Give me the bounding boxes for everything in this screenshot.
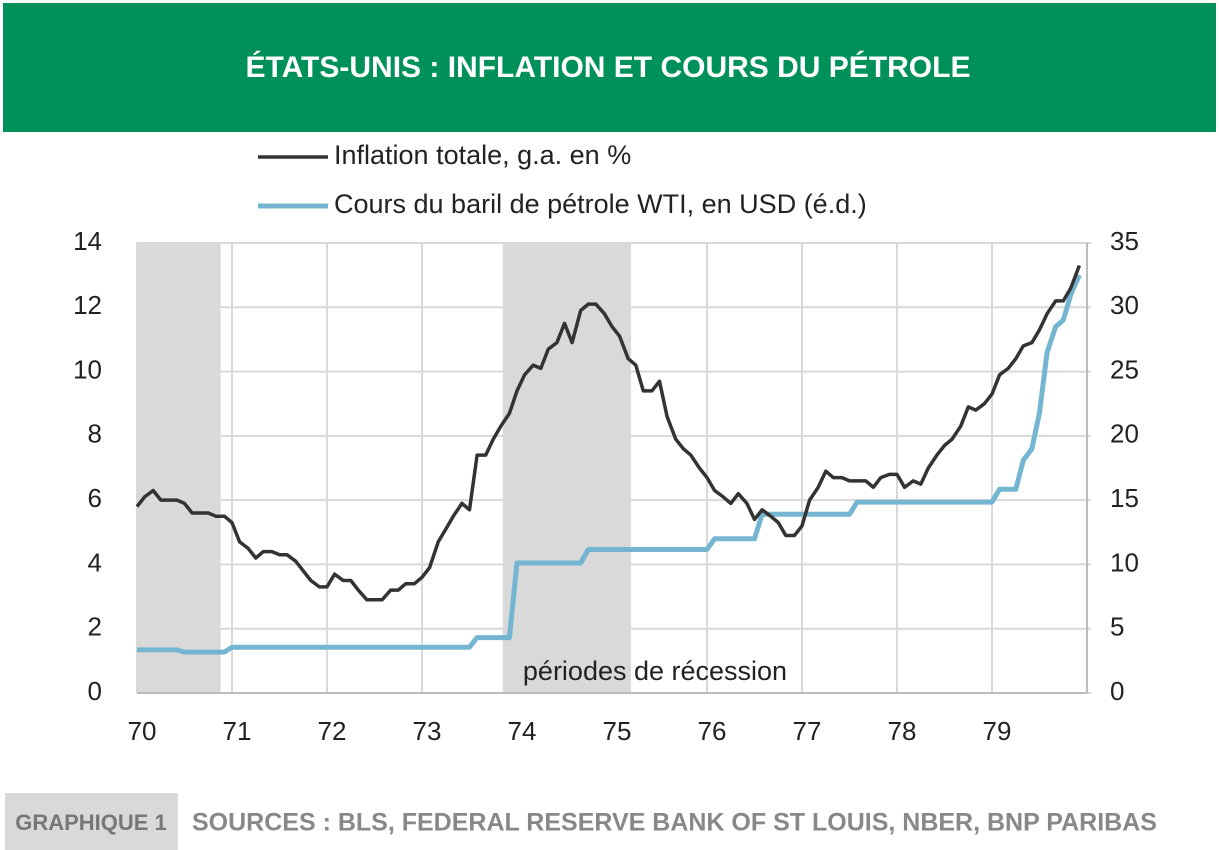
legend-label: Cours du baril de pétrole WTI, en USD (é… — [334, 189, 867, 219]
series-line — [135, 264, 1082, 602]
title-banner — [3, 3, 1216, 132]
y-tick-label: 2 — [88, 612, 102, 642]
y-tick-label: 4 — [88, 547, 102, 577]
y2-tick-label: 15 — [1110, 483, 1139, 513]
x-tick-label: 72 — [318, 716, 347, 746]
x-tick-label: 77 — [793, 716, 822, 746]
x-tick-label: 70 — [128, 716, 157, 746]
x-tick-label: 78 — [888, 716, 917, 746]
y-tick-label: 12 — [73, 290, 102, 320]
y-tick-label: 6 — [88, 483, 102, 513]
figure-label-box — [5, 793, 178, 850]
annotation: périodes de récession — [523, 656, 787, 686]
x-tick-label: 74 — [508, 716, 537, 746]
y2-tick-label: 20 — [1110, 419, 1139, 449]
x-tick-label: 71 — [223, 716, 252, 746]
y2-tick-label: 30 — [1110, 290, 1139, 320]
legend-label: Inflation totale, g.a. en % — [334, 140, 631, 170]
chart-title: ÉTATS-UNIS : INFLATION ET COURS DU PÉTRO… — [246, 50, 971, 84]
y2-tick-label: 10 — [1110, 547, 1139, 577]
y2-tick-label: 5 — [1110, 612, 1124, 642]
x-tick-label: 76 — [698, 716, 727, 746]
series-line — [137, 274, 1082, 655]
figure-label: GRAPHIQUE 1 — [15, 810, 167, 835]
y-tick-label: 10 — [73, 354, 102, 384]
y-tick-label: 14 — [73, 226, 102, 256]
y-tick-label: 8 — [88, 419, 102, 449]
x-tick-label: 75 — [603, 716, 632, 746]
x-tick-label: 79 — [983, 716, 1012, 746]
y2-tick-label: 0 — [1110, 676, 1124, 706]
y2-tick-label: 25 — [1110, 354, 1139, 384]
x-tick-label: 73 — [413, 716, 442, 746]
recession-band — [137, 243, 221, 693]
y2-tick-label: 35 — [1110, 226, 1139, 256]
recession-band — [502, 243, 631, 693]
y-tick-label: 0 — [88, 676, 102, 706]
source: SOURCES : BLS, FEDERAL RESERVE BANK OF S… — [192, 809, 1157, 837]
plot-area: 0 2 4 6 8 10 12 14 0 5 10 15 20 25 30 35 70 71 72 73 74 75 76 7… — [73, 226, 1139, 746]
